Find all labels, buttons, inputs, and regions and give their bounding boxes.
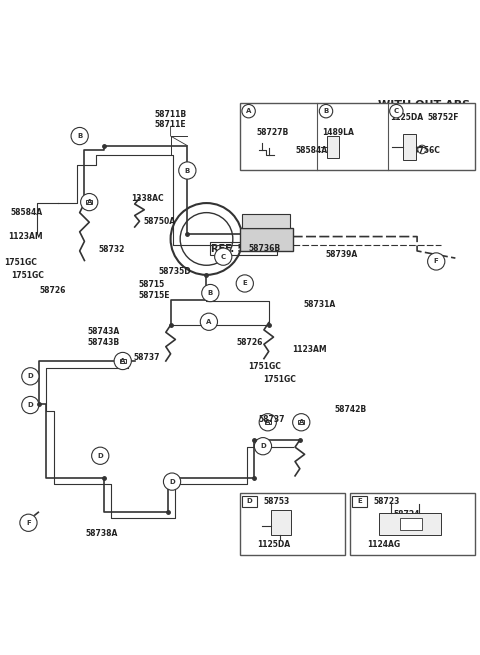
Text: A: A [206, 319, 212, 325]
Text: 1751GC: 1751GC [263, 375, 296, 384]
Text: D: D [169, 479, 175, 485]
Text: 1123AM: 1123AM [292, 345, 326, 354]
Text: E: E [242, 280, 247, 286]
FancyBboxPatch shape [350, 493, 475, 555]
Text: 58731A: 58731A [303, 300, 336, 309]
Text: 58736B: 58736B [249, 244, 281, 253]
Text: D: D [27, 373, 33, 379]
Text: 58753: 58753 [263, 496, 289, 506]
Text: F: F [26, 520, 31, 526]
Text: D: D [260, 443, 266, 449]
Circle shape [259, 414, 276, 431]
Text: 1123AM: 1123AM [8, 232, 43, 241]
Text: B: B [324, 108, 329, 114]
Text: 1125DA: 1125DA [257, 540, 290, 549]
Circle shape [71, 128, 88, 145]
Circle shape [114, 352, 132, 369]
FancyBboxPatch shape [242, 214, 290, 228]
Text: 1338AC: 1338AC [131, 194, 164, 203]
Circle shape [319, 104, 333, 118]
Text: 58727B: 58727B [257, 128, 289, 137]
FancyBboxPatch shape [240, 103, 475, 170]
Text: 58711B
58711E: 58711B 58711E [155, 109, 187, 129]
Text: 58723: 58723 [373, 496, 399, 506]
Text: C: C [221, 253, 226, 259]
Circle shape [202, 284, 219, 302]
Text: 1751GC: 1751GC [11, 271, 44, 280]
Text: 1125DA: 1125DA [390, 113, 423, 122]
Text: A: A [246, 108, 252, 114]
Text: 58738A: 58738A [86, 529, 118, 538]
Text: B: B [77, 133, 82, 139]
FancyBboxPatch shape [240, 493, 345, 555]
Circle shape [20, 514, 37, 531]
FancyBboxPatch shape [264, 420, 271, 424]
Text: A: A [120, 358, 125, 364]
Circle shape [242, 104, 255, 118]
Circle shape [293, 414, 310, 431]
Text: 58715
58715E: 58715 58715E [139, 280, 170, 300]
FancyBboxPatch shape [327, 136, 339, 158]
Circle shape [179, 162, 196, 179]
Text: 58743A
58743B: 58743A 58743B [88, 328, 120, 346]
Text: 58584A: 58584A [10, 208, 42, 217]
Text: 58732: 58732 [99, 246, 125, 254]
Text: 1751GC: 1751GC [249, 362, 281, 371]
Circle shape [81, 193, 98, 211]
Text: 58726: 58726 [236, 339, 263, 347]
Circle shape [200, 313, 217, 330]
Text: 58724: 58724 [393, 510, 420, 519]
Text: E: E [357, 498, 362, 504]
FancyBboxPatch shape [86, 200, 92, 204]
FancyBboxPatch shape [403, 134, 416, 160]
Circle shape [92, 447, 109, 464]
FancyBboxPatch shape [240, 228, 293, 251]
Text: D: D [27, 402, 33, 408]
Text: 58737: 58737 [134, 352, 160, 362]
Text: 58584A: 58584A [295, 146, 327, 155]
Text: D: D [97, 453, 103, 458]
Text: 58742B: 58742B [335, 405, 367, 415]
Text: B: B [185, 168, 190, 174]
Text: 58737: 58737 [258, 415, 285, 424]
Text: D: D [247, 498, 252, 504]
Circle shape [22, 367, 39, 385]
FancyBboxPatch shape [400, 518, 422, 530]
Text: 1751GC: 1751GC [4, 258, 37, 267]
Text: 58739A: 58739A [325, 250, 358, 259]
Circle shape [236, 275, 253, 292]
Text: REF. 58-591: REF. 58-591 [211, 244, 276, 253]
Text: 58726: 58726 [40, 286, 66, 295]
Text: A: A [299, 419, 304, 425]
Text: 1124AG: 1124AG [367, 540, 400, 549]
Text: B: B [208, 290, 213, 296]
Text: F: F [434, 259, 439, 265]
Text: 1489LA: 1489LA [322, 128, 354, 137]
Circle shape [22, 396, 39, 414]
Circle shape [390, 104, 403, 118]
Circle shape [428, 253, 445, 270]
Circle shape [254, 438, 272, 455]
Text: A: A [265, 419, 270, 425]
Text: 58756C: 58756C [409, 146, 441, 155]
Text: 58752F: 58752F [428, 113, 459, 122]
FancyBboxPatch shape [242, 496, 257, 506]
Text: C: C [394, 108, 399, 114]
Text: 58735D: 58735D [158, 267, 191, 276]
FancyBboxPatch shape [120, 359, 126, 363]
Circle shape [215, 248, 232, 265]
FancyBboxPatch shape [352, 496, 367, 506]
FancyBboxPatch shape [298, 420, 304, 424]
Text: 58750A: 58750A [144, 217, 176, 226]
FancyBboxPatch shape [271, 510, 291, 534]
FancyBboxPatch shape [379, 514, 441, 534]
Circle shape [163, 473, 180, 490]
Text: WITH OUT ABS: WITH OUT ABS [378, 100, 470, 110]
Text: A: A [86, 199, 92, 205]
